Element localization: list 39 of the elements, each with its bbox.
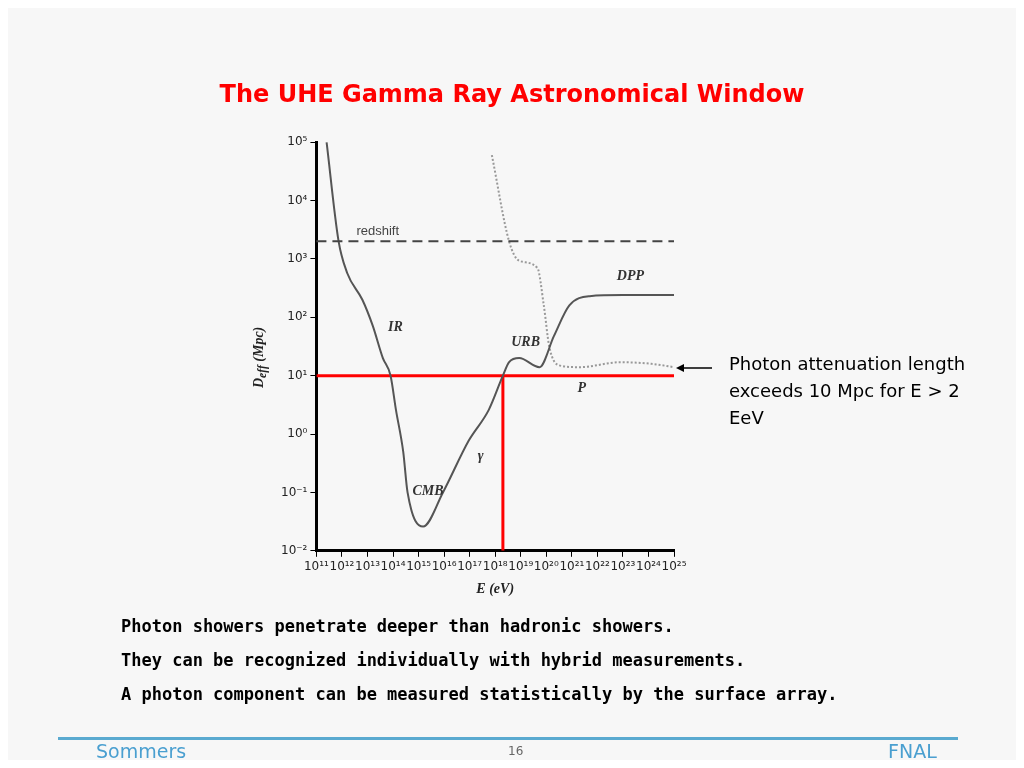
annotation: URB bbox=[511, 334, 540, 350]
x-tick-label: 10²⁴ bbox=[636, 559, 662, 574]
y-tick-label: 10⁰ bbox=[287, 426, 308, 441]
x-tick-label: 10¹⁹ bbox=[508, 559, 534, 574]
annotation: P bbox=[577, 380, 587, 396]
x-tick-label: 10¹⁵ bbox=[406, 559, 432, 574]
text: Photon showers penetrate deeper than hadronic showers. bbox=[121, 616, 675, 636]
x-tick-label: 10²⁵ bbox=[661, 559, 687, 574]
y-tick-label: 10³ bbox=[287, 251, 308, 266]
y-tick-label: 10⁻¹ bbox=[280, 484, 308, 499]
y-tick-label: 10² bbox=[287, 309, 308, 324]
x-tick-label: 10¹⁷ bbox=[457, 559, 483, 574]
x-tick-label: 10¹⁶ bbox=[431, 559, 457, 574]
y-tick-label: 10¹ bbox=[287, 367, 308, 382]
annotation: CMB bbox=[412, 482, 444, 498]
x-tick-label: 10¹⁸ bbox=[482, 559, 508, 574]
x-tick-label: 10²² bbox=[584, 559, 611, 574]
x-tick-label: 10¹¹ bbox=[303, 559, 330, 574]
text: A photon component can be measured statistically by the surface array. bbox=[121, 684, 839, 704]
x-tick-label: 10¹⁴ bbox=[380, 559, 406, 574]
x-tick-label: 10²¹ bbox=[559, 559, 585, 574]
text: FNAL bbox=[888, 740, 937, 762]
text: Sommers bbox=[96, 740, 187, 762]
x-tick-label: 10¹² bbox=[329, 559, 355, 574]
x-tick-label: 10²³ bbox=[610, 559, 636, 574]
text: 16 bbox=[508, 744, 524, 758]
annotation: γ bbox=[477, 448, 484, 464]
chart-title: The UHE Gamma Ray Astronomical Window bbox=[218, 80, 806, 108]
x-axis-title: E (eV) bbox=[475, 581, 515, 598]
annotation: DPP bbox=[615, 267, 645, 283]
y-tick-label: 10⁻² bbox=[280, 542, 308, 557]
ref-line-label: redshift bbox=[356, 223, 400, 239]
text: They can be recognized individually with hybrid measurements. bbox=[121, 650, 747, 670]
y-tick-label: 10⁵ bbox=[287, 134, 308, 149]
annotation: IR bbox=[387, 319, 403, 335]
x-tick-label: 10²⁰ bbox=[533, 559, 559, 574]
y-tick-label: 10⁴ bbox=[287, 192, 308, 207]
text: Photon attenuation length exceeds 10 Mpc for E > 2 EeV bbox=[729, 352, 967, 430]
x-tick-label: 10¹³ bbox=[355, 559, 381, 574]
